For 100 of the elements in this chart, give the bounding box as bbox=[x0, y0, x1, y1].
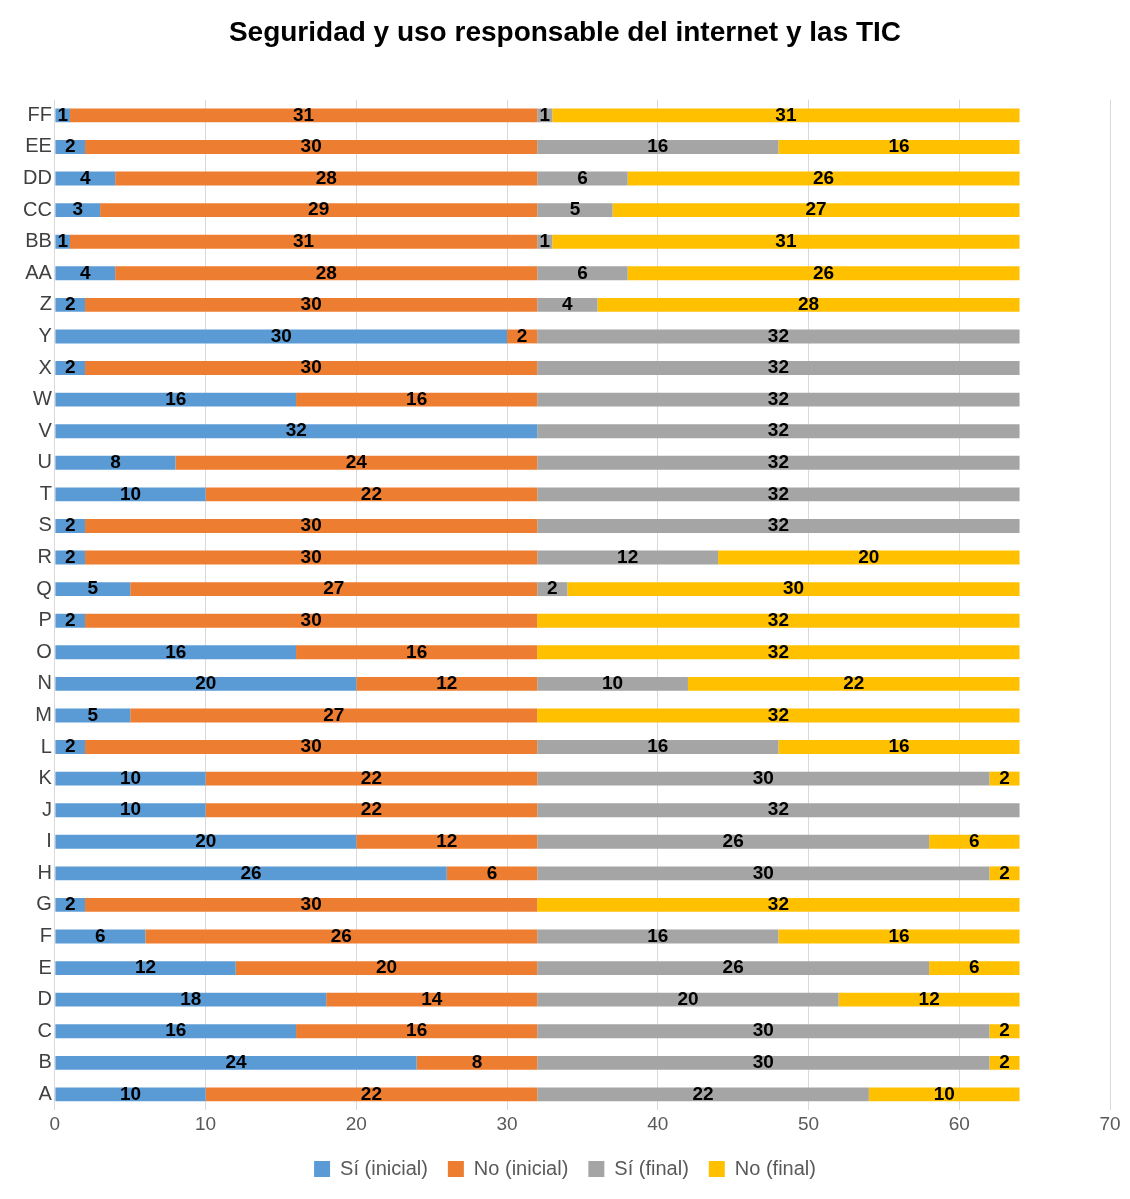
bar bbox=[537, 487, 1020, 502]
data-label: 24 bbox=[345, 451, 368, 473]
data-label: 30 bbox=[300, 608, 322, 630]
data-label: 26 bbox=[813, 166, 835, 188]
data-label: 10 bbox=[119, 1082, 142, 1104]
y-tick-label: T bbox=[39, 481, 52, 504]
data-label: 22 bbox=[360, 482, 382, 504]
y-tick-label: O bbox=[36, 639, 52, 662]
data-label: 2 bbox=[64, 893, 76, 915]
data-label: 6 bbox=[577, 166, 588, 188]
bar bbox=[537, 266, 628, 281]
data-label: 22 bbox=[692, 1082, 714, 1104]
data-label: 26 bbox=[330, 924, 352, 946]
bar bbox=[55, 803, 206, 818]
bar bbox=[537, 171, 628, 186]
bar bbox=[296, 1024, 538, 1039]
data-label: 16 bbox=[888, 135, 910, 157]
data-label: 32 bbox=[767, 893, 789, 915]
bar bbox=[85, 613, 538, 628]
bar bbox=[537, 740, 779, 754]
bar bbox=[85, 297, 538, 312]
y-tick-label: DD bbox=[23, 166, 52, 189]
data-label: 16 bbox=[165, 640, 187, 662]
data-label: 18 bbox=[180, 987, 202, 1009]
bar bbox=[55, 645, 297, 660]
data-label: 32 bbox=[285, 419, 307, 441]
data-label: 12 bbox=[135, 956, 157, 978]
y-tick-label: X bbox=[38, 355, 52, 378]
data-label: 31 bbox=[293, 103, 315, 125]
data-label: 6 bbox=[577, 261, 588, 283]
data-label: 32 bbox=[767, 703, 789, 725]
data-label: 2 bbox=[64, 514, 76, 536]
y-tick-label: FF bbox=[27, 102, 52, 125]
data-label: 5 bbox=[87, 703, 99, 725]
data-label: 30 bbox=[300, 514, 322, 536]
bar bbox=[612, 203, 1020, 218]
y-tick-label: BB bbox=[25, 229, 52, 252]
data-label: 28 bbox=[797, 293, 820, 315]
bar bbox=[55, 961, 236, 976]
data-label: 4 bbox=[79, 166, 91, 188]
y-tick-label: S bbox=[38, 513, 52, 536]
bar bbox=[627, 171, 1020, 186]
data-label: 2 bbox=[64, 293, 76, 315]
x-tick-label: 60 bbox=[948, 1112, 970, 1134]
y-tick-label: C bbox=[37, 1018, 52, 1041]
y-tick-label: B bbox=[38, 1050, 52, 1073]
y-tick-label: Y bbox=[38, 323, 52, 346]
bar bbox=[55, 266, 116, 281]
data-label: 2 bbox=[999, 1019, 1010, 1041]
bar bbox=[929, 961, 1020, 976]
legend-label: Sí (final) bbox=[614, 1156, 689, 1179]
data-label: 14 bbox=[421, 987, 443, 1009]
bar bbox=[778, 740, 1020, 754]
bar bbox=[296, 392, 538, 407]
data-label: 30 bbox=[782, 577, 805, 599]
data-label: 3 bbox=[72, 198, 84, 220]
bar bbox=[416, 1055, 538, 1070]
bar bbox=[537, 771, 990, 786]
y-tick-label: K bbox=[38, 766, 53, 789]
y-tick-label: Z bbox=[39, 292, 52, 315]
data-label: 30 bbox=[752, 1051, 774, 1073]
y-tick-label: G bbox=[36, 892, 52, 915]
bar bbox=[537, 1024, 990, 1039]
y-tick-label: I bbox=[46, 829, 52, 852]
bar bbox=[55, 771, 206, 786]
data-label: 20 bbox=[375, 956, 398, 978]
bar bbox=[537, 140, 779, 154]
data-label: 2 bbox=[64, 545, 76, 567]
bar bbox=[69, 108, 538, 123]
bar bbox=[100, 203, 538, 218]
data-label: 4 bbox=[79, 261, 91, 283]
data-label: 12 bbox=[436, 829, 458, 851]
bar bbox=[205, 1087, 538, 1102]
bar bbox=[868, 1087, 1020, 1102]
data-label: 2 bbox=[64, 356, 76, 378]
data-label: 26 bbox=[813, 261, 835, 283]
bar bbox=[205, 487, 538, 502]
data-label: 27 bbox=[323, 703, 345, 725]
data-label: 16 bbox=[165, 387, 187, 409]
data-label: 1 bbox=[539, 103, 551, 125]
data-label: 30 bbox=[270, 324, 292, 346]
y-tick-label: M bbox=[35, 702, 52, 725]
y-tick-label: E bbox=[38, 955, 52, 978]
bar bbox=[130, 708, 538, 723]
data-label: 32 bbox=[767, 324, 789, 346]
bar bbox=[175, 455, 538, 470]
data-label: 6 bbox=[486, 861, 498, 883]
bar bbox=[85, 740, 538, 754]
data-label: 16 bbox=[406, 387, 428, 409]
bar bbox=[69, 234, 538, 249]
chart-title: Seguridad y uso responsable del internet y las TIC bbox=[228, 15, 902, 47]
data-label: 10 bbox=[119, 766, 142, 788]
data-label: 10 bbox=[602, 672, 624, 694]
data-label: 12 bbox=[918, 987, 940, 1009]
y-tick-label: V bbox=[38, 418, 53, 441]
bar bbox=[296, 645, 538, 660]
data-label: 4 bbox=[562, 293, 574, 315]
data-label: 2 bbox=[64, 135, 76, 157]
data-label: 16 bbox=[888, 924, 910, 946]
y-tick-label: H bbox=[37, 860, 52, 883]
